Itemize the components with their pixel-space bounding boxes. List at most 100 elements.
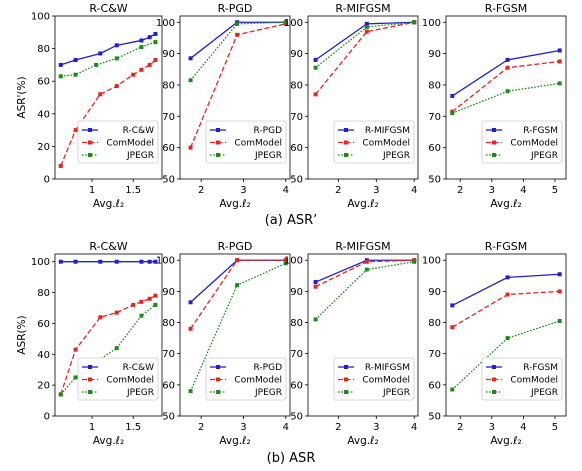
y-tick-label: 60 bbox=[37, 319, 50, 330]
legend-marker bbox=[492, 128, 496, 132]
series-line bbox=[60, 41, 156, 77]
data-point bbox=[153, 40, 158, 45]
x-axis-label: Avg.ℓ₂ bbox=[219, 435, 250, 447]
y-tick-label: 100 bbox=[422, 256, 441, 267]
data-point bbox=[364, 21, 369, 26]
data-point bbox=[505, 292, 510, 297]
data-point bbox=[557, 272, 562, 277]
x-tick-label: 4 bbox=[411, 422, 417, 433]
y-tick-label: 90 bbox=[162, 287, 175, 298]
legend-label: ComModel bbox=[362, 376, 410, 386]
panel-title: R-C&W bbox=[89, 240, 127, 253]
y-tick-label: 50 bbox=[290, 175, 303, 186]
data-point bbox=[505, 275, 510, 280]
y-tick-label: 80 bbox=[37, 288, 50, 299]
series-1 bbox=[58, 31, 158, 67]
y-tick-label: 90 bbox=[290, 49, 303, 60]
data-point bbox=[450, 93, 455, 98]
legend: R-PGD ComModel JPEGR bbox=[205, 120, 287, 164]
panel-title: R-MIFGSM bbox=[335, 2, 390, 15]
y-tick-label: 70 bbox=[290, 349, 303, 360]
x-tick-label: 3 bbox=[489, 422, 495, 433]
legend-box bbox=[481, 357, 563, 401]
y-tick-label: 100 bbox=[284, 18, 303, 29]
panel-8: R-FGSM 50 60 70 80 90 100 2 3 4 5 Avg.ℓ₂ R-FGSM ComMo… bbox=[422, 240, 567, 447]
y-tick-label: 0 bbox=[44, 175, 50, 186]
x-tick-label: 3 bbox=[373, 422, 379, 433]
data-point bbox=[188, 326, 193, 331]
legend-marker bbox=[492, 365, 496, 369]
legend-marker bbox=[344, 390, 348, 394]
legend-label: R-FGSM bbox=[523, 363, 558, 373]
data-point bbox=[283, 258, 288, 263]
x-tick-label: 1.5 bbox=[125, 422, 141, 433]
x-tick-label: 3 bbox=[240, 185, 246, 196]
y-tick-label: 100 bbox=[156, 256, 175, 267]
plot-frame bbox=[445, 253, 567, 417]
data-point bbox=[313, 317, 318, 322]
data-point bbox=[98, 315, 103, 320]
legend: R-C&W ComModel JPEGR bbox=[77, 357, 159, 401]
data-point bbox=[114, 310, 119, 315]
x-tick-label: 5 bbox=[552, 185, 558, 196]
x-tick-label: 3 bbox=[373, 185, 379, 196]
panel-title: R-MIFGSM bbox=[335, 240, 390, 253]
legend: R-MIFGSM ComModel JPEGR bbox=[333, 357, 415, 401]
legend-marker bbox=[344, 128, 348, 132]
series-line bbox=[315, 21, 415, 95]
legend-marker bbox=[88, 365, 92, 369]
caption-b: (b) ASR bbox=[267, 451, 316, 466]
series-2 bbox=[188, 258, 288, 331]
y-tick-label: 80 bbox=[37, 44, 50, 55]
data-point bbox=[153, 259, 158, 264]
y-tick-label: 70 bbox=[162, 112, 175, 123]
legend-box bbox=[333, 120, 415, 164]
data-point bbox=[114, 43, 119, 48]
legend: R-FGSM ComModel JPEGR bbox=[481, 120, 563, 164]
legend-label: JPEGR bbox=[126, 151, 154, 161]
panel-7: R-MIFGSM 50 60 70 80 90 100 2 3 4 Avg.ℓ₂ R-MIFGSM Co… bbox=[284, 240, 419, 447]
x-axis-label: Avg.ℓ₂ bbox=[219, 198, 250, 210]
legend-label: R-MIFGSM bbox=[365, 363, 410, 373]
y-axis-label: ASR(%) bbox=[16, 315, 28, 354]
legend: R-FGSM ComModel JPEGR bbox=[481, 357, 563, 401]
legend-label: JPEGR bbox=[382, 151, 410, 161]
y-tick-label: 40 bbox=[37, 350, 50, 361]
y-tick-label: 70 bbox=[428, 349, 441, 360]
x-tick-label: 4 bbox=[411, 185, 417, 196]
legend-label: ComModel bbox=[510, 139, 558, 149]
panel-title: R-PGD bbox=[218, 240, 253, 253]
data-point bbox=[153, 293, 158, 298]
data-point bbox=[139, 259, 144, 264]
data-point bbox=[364, 267, 369, 272]
data-point bbox=[283, 261, 288, 266]
legend-marker bbox=[88, 390, 92, 394]
y-tick-label: 80 bbox=[428, 80, 441, 91]
caption-a: (a) ASR’ bbox=[265, 213, 318, 228]
legend-marker bbox=[88, 128, 92, 132]
y-tick-label: 100 bbox=[31, 12, 50, 23]
y-tick-label: 90 bbox=[428, 49, 441, 60]
legend-box bbox=[205, 120, 287, 164]
data-point bbox=[58, 392, 63, 397]
data-point bbox=[153, 302, 158, 307]
data-point bbox=[94, 62, 99, 67]
legend-marker bbox=[88, 153, 92, 157]
data-point bbox=[114, 346, 119, 351]
legend-marker bbox=[216, 390, 220, 394]
y-tick-label: 100 bbox=[422, 18, 441, 29]
y-tick-label: 60 bbox=[290, 380, 303, 391]
x-tick-label: 3 bbox=[489, 185, 495, 196]
series-3 bbox=[58, 40, 158, 79]
legend-box bbox=[77, 120, 159, 164]
plot-frame bbox=[445, 15, 567, 180]
data-point bbox=[58, 74, 63, 79]
legend-marker bbox=[216, 153, 220, 157]
legend-label: ComModel bbox=[510, 376, 558, 386]
legend-label: JPEGR bbox=[254, 151, 282, 161]
data-point bbox=[139, 38, 144, 43]
y-tick-label: 0 bbox=[44, 412, 50, 423]
data-point bbox=[188, 389, 193, 394]
series-2 bbox=[450, 289, 562, 330]
series-line bbox=[190, 21, 286, 81]
